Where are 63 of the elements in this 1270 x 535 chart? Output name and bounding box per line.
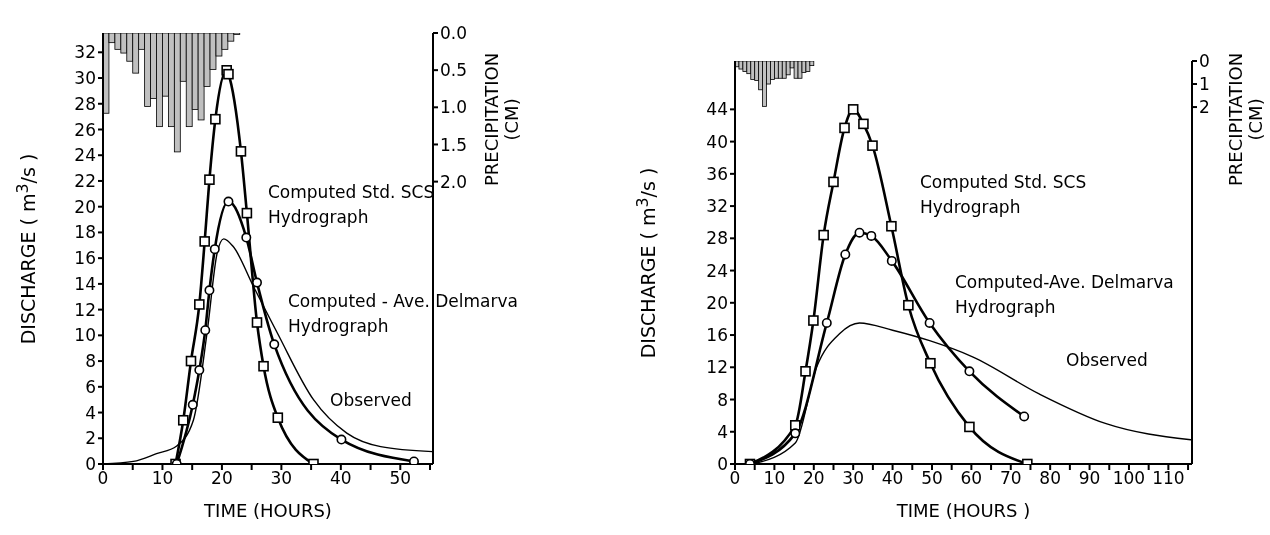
y-tick-label: 16 — [706, 325, 728, 346]
y-tick-label: 32 — [706, 196, 728, 217]
y-tick-label: 0 — [85, 454, 96, 475]
y-tick-label: 40 — [706, 131, 728, 152]
x-tick-label: 50 — [389, 468, 412, 489]
series-label: Computed-Ave. Delmarva Hydrograph — [955, 271, 1175, 319]
x-tick-label: 20 — [802, 468, 825, 489]
y-tick-label: 22 — [74, 170, 96, 191]
y-tick-label: 8 — [85, 351, 96, 372]
y-tick-label: 18 — [74, 222, 96, 243]
series-label: Computed Std. SCS Hydrograph — [920, 171, 1088, 219]
y-tick-label: 10 — [74, 325, 96, 346]
y-tick-label: 32 — [74, 42, 96, 63]
y-tick-label: 2 — [85, 428, 96, 449]
x-tick-label: 60 — [960, 468, 983, 489]
y-tick-label: 28 — [706, 228, 728, 249]
y-tick-label: 0 — [717, 454, 728, 475]
y-tick-label: 4 — [717, 421, 728, 442]
y-tick-label: 8 — [717, 389, 728, 410]
y2-tick-label: 2.0 — [440, 171, 468, 192]
x-axis-title: TIME (HOURS) — [203, 500, 333, 521]
y-tick-label: 36 — [706, 163, 728, 184]
y-tick-label: 26 — [74, 119, 96, 140]
y-tick-label: 20 — [706, 292, 728, 313]
x-tick-label: 20 — [211, 468, 233, 489]
y-tick-label: 24 — [706, 260, 728, 281]
x-tick-label: 70 — [999, 468, 1022, 489]
y-tick-label: 6 — [85, 376, 96, 397]
y-tick-label: 12 — [706, 357, 728, 378]
x-tick-label: 30 — [842, 468, 865, 489]
x-tick-label: 10 — [763, 468, 786, 489]
series-label: Observed — [330, 389, 413, 412]
x-tick-label: 100 — [1112, 468, 1146, 489]
y2-tick-label: 2 — [1199, 97, 1210, 118]
y-tick-label: 24 — [74, 145, 96, 166]
y-tick-label: 4 — [85, 402, 96, 423]
y-tick-label: 28 — [74, 93, 96, 114]
x-tick-label: 40 — [330, 468, 352, 489]
x-tick-label: 10 — [151, 468, 174, 489]
y2-tick-label: 0 — [1199, 51, 1210, 72]
x-axis-title: TIME (HOURS ) — [895, 500, 1032, 521]
series-label: Computed - Ave. Delmarva Hydrograph — [288, 290, 519, 338]
x-tick-label: 110 — [1152, 468, 1185, 489]
y-tick-label: 30 — [74, 68, 96, 89]
y-tick-label: 44 — [706, 99, 728, 120]
y-tick-label: 12 — [74, 299, 96, 320]
y-tick-label: 20 — [74, 196, 96, 217]
y2-tick-label: 0.5 — [440, 60, 468, 81]
y2-tick-label: 1.5 — [440, 134, 468, 155]
y2-tick-label: 1.0 — [440, 97, 468, 118]
y-tick-label: 16 — [74, 248, 96, 269]
y2-tick-label: 1 — [1199, 74, 1210, 95]
x-tick-label: 90 — [1078, 468, 1101, 489]
y-tick-label: 14 — [74, 273, 96, 294]
y2-axis-title: PRECIPITATION (CM) — [1225, 52, 1266, 186]
y2-axis-title: PRECIPITATION (CM) — [481, 52, 522, 186]
series-label: Computed Std. SCS Hydrograph — [268, 182, 435, 227]
x-tick-label: 50 — [921, 468, 943, 489]
x-tick-label: 80 — [1039, 468, 1061, 489]
series-label: Observed — [1066, 349, 1149, 372]
y2-tick-label: 0.0 — [440, 23, 468, 44]
x-tick-label: 30 — [270, 468, 293, 489]
x-tick-label: 40 — [881, 468, 904, 489]
